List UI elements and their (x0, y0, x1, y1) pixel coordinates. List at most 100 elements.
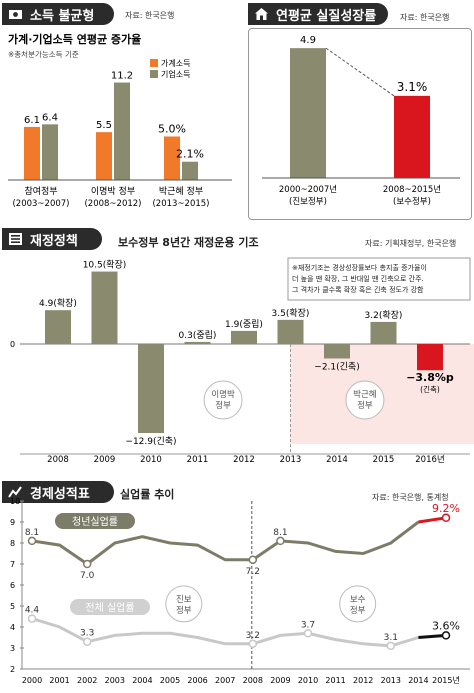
category-sub-label: (보수정부) (393, 196, 431, 207)
period-label: 정부 (357, 400, 373, 411)
category-label: 참여정부 (24, 185, 57, 197)
growth-chart: 4.9 2000~2007년(진보정부) 3.1% 2008~2015년(보수정부) (262, 35, 460, 207)
economy-header: 경제성적표 (2, 481, 114, 503)
bar (164, 136, 180, 180)
category-sub-label: (2008~2012) (84, 199, 141, 209)
data-point (82, 637, 92, 646)
year-label: 2010 (140, 455, 162, 465)
data-label: 4.9(확장) (39, 297, 77, 309)
bar (114, 82, 130, 180)
economy-header-title: 경제성적표 (30, 486, 90, 502)
data-label: 11.2 (111, 71, 133, 82)
y-tick: 8 (10, 539, 15, 548)
data-point (248, 639, 258, 649)
data-label: 3.2(확장) (365, 309, 403, 321)
y-tick: 2 (10, 665, 15, 674)
data-point (441, 513, 451, 523)
bar (45, 310, 71, 344)
trend-icon (8, 486, 22, 498)
data-label: 3.3 (80, 629, 94, 639)
y-tick: 7 (10, 560, 15, 569)
income-header-title: 소득 불균형 (30, 8, 95, 24)
bar (138, 344, 164, 434)
data-label: 8.1 (273, 528, 287, 538)
income-source: 자료: 한국은행 (125, 11, 175, 20)
x-tick: 2008 (243, 676, 263, 685)
data-label: 3.1 (384, 633, 398, 643)
data-label: 0.3(중립) (179, 330, 217, 341)
data-point (386, 641, 396, 651)
year-label: 2009 (94, 455, 116, 465)
x-tick: 2006 (187, 676, 207, 685)
bar (277, 319, 304, 344)
x-tick: 2002 (77, 676, 97, 685)
bar (96, 132, 112, 180)
bar (42, 124, 58, 180)
x-tick: 2000 (22, 676, 42, 685)
fiscal-header: 재정정책 (2, 228, 102, 250)
category-sub-label: (진보정부) (289, 196, 327, 207)
x-tick: 2009 (270, 676, 290, 685)
x-tick: 2011 (325, 676, 345, 685)
data-label: 6.1 (24, 115, 40, 126)
category-label: 이명박 정부 (91, 186, 135, 197)
bar (394, 95, 430, 178)
economy-source: 자료: 한국은행, 통계청 (372, 493, 449, 502)
note-line: 그 격차가 클수록 확장 혹은 긴축 정도가 강함 (292, 285, 424, 294)
y-tick: 6 (10, 581, 15, 590)
data-point (27, 536, 37, 546)
fiscal-header-title: 재정정책 (30, 233, 78, 249)
x-tick: 2010 (298, 676, 318, 685)
category-sub-label: (2013~2015) (152, 199, 209, 209)
money-icon (9, 10, 22, 19)
note-box (287, 257, 471, 301)
bar (24, 126, 40, 180)
legend-label: 가계소득 (161, 58, 190, 68)
y-tick: 10 (10, 498, 20, 506)
period-circle (345, 380, 385, 420)
series-callout-bg (70, 599, 150, 615)
growth-header-title: 연평균 실질성장률 (276, 8, 377, 24)
data-point (27, 614, 37, 623)
y-tick: 4 (10, 623, 15, 632)
data-label: −3.8%p (406, 371, 454, 384)
series-highlight (418, 633, 447, 639)
bar (290, 48, 326, 179)
y-tick: 9 (10, 518, 15, 527)
income-header: 소득 불균형 (2, 3, 114, 25)
x-tick: 2013 (381, 676, 401, 685)
legend-label: 기업소득 (161, 70, 190, 79)
data-label: 2.1% (176, 148, 204, 161)
data-label: 4.4 (25, 606, 40, 616)
data-point (441, 631, 451, 640)
data-label: 3.2 (246, 631, 260, 641)
fiscal-source: 자료: 기획재정부, 한국은행 (365, 239, 457, 248)
series-callout-bg (55, 513, 135, 529)
bar (324, 344, 350, 359)
year-label: 2015 (373, 455, 395, 465)
bar (184, 341, 211, 344)
data-label: 3.7 (301, 620, 315, 630)
period-label: 정부 (215, 400, 231, 411)
period-circle (339, 585, 377, 623)
period-circle (203, 380, 243, 420)
bar (370, 321, 397, 344)
year-label: 2016년 (415, 454, 444, 465)
data-label: 6.4 (42, 112, 58, 123)
data-label: 1.9(중립) (225, 319, 263, 330)
bar (91, 271, 118, 344)
house-icon (255, 8, 268, 20)
data-label: 7.2 (246, 567, 260, 577)
income-chart-subtitle: ※총처분가능소득 기준 (8, 50, 79, 59)
data-label: −2.1(긴축) (314, 361, 359, 372)
x-tick: 2004 (132, 676, 152, 685)
growth-panel (248, 28, 472, 220)
category-sub-label: (2003~2007) (12, 199, 69, 209)
data-label: 10.5(확장) (83, 259, 127, 271)
year-label: 2013 (280, 455, 302, 465)
list-icon (9, 233, 22, 245)
income-chart-title: 가계·기업소득 연평균 증가율 (8, 32, 141, 46)
data-label: 7.0 (80, 571, 95, 581)
x-tick: 2015년 (432, 675, 460, 685)
